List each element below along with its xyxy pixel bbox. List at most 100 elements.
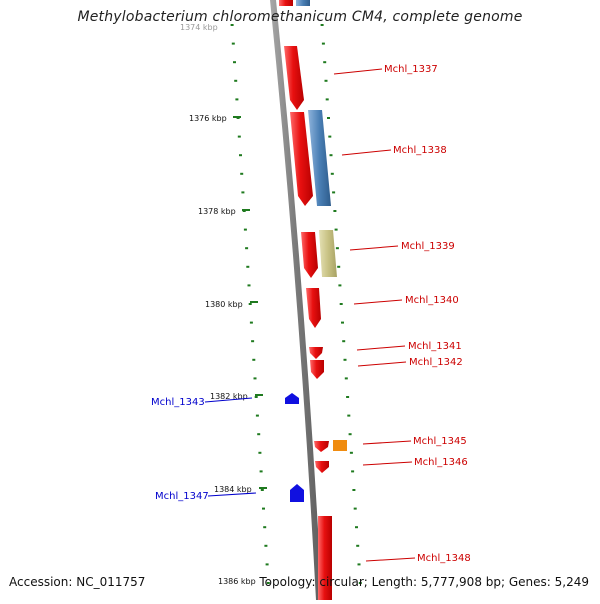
inner-tick-mark xyxy=(248,303,252,305)
scale-label-1382: 1382 kbp xyxy=(210,392,248,401)
gene-label-mchl-1342[interactable]: Mchl_1342 xyxy=(409,357,463,368)
gene-feature-khaki xyxy=(319,230,337,277)
scale-label-1386: 1386 kbp xyxy=(218,577,256,586)
outer-tick-mark xyxy=(332,191,336,194)
genome-stats-text: Topology: circular; Length: 5,777,908 bp… xyxy=(259,575,589,589)
gene-label-mchl-1345[interactable]: Mchl_1345 xyxy=(413,436,467,447)
inner-tick-mark xyxy=(254,396,258,398)
inner-tick-mark xyxy=(258,451,262,454)
gene-arrow-mchl-1340[interactable] xyxy=(306,288,321,328)
inner-tick-mark xyxy=(252,358,256,361)
gene-arrow-mchl-1346[interactable] xyxy=(315,461,329,473)
inner-tick-mark xyxy=(245,247,249,250)
outer-tick-mark xyxy=(335,247,339,250)
outer-tick-mark xyxy=(356,544,360,547)
outer-tick-mark xyxy=(321,42,325,45)
outer-tick-mark xyxy=(343,358,347,361)
gene-arrow-mchl-1345[interactable] xyxy=(314,441,329,452)
outer-tick-mark xyxy=(330,172,334,175)
gene-label-mchl-1348[interactable]: Mchl_1348 xyxy=(417,553,471,564)
outer-tick-mark xyxy=(351,470,355,473)
gene-label-mchl-1343[interactable]: Mchl_1343 xyxy=(151,397,205,408)
scale-labels: 1374 kbp 1376 kbp 1378 kbp 1380 kbp 1382… xyxy=(180,23,256,586)
gene-feature-blue xyxy=(308,110,331,206)
outer-tick-mark xyxy=(334,228,338,231)
scale-label-1376: 1376 kbp xyxy=(189,114,227,123)
inner-tick-mark xyxy=(253,377,257,380)
inner-tick-mark xyxy=(257,433,261,436)
outer-tick-mark xyxy=(353,507,357,510)
inner-tick-mark xyxy=(265,563,269,566)
inner-tick-mark xyxy=(255,414,259,417)
inner-tick-mark xyxy=(230,24,234,26)
outer-tick-track xyxy=(320,24,362,584)
gene-arrow-mchl-1337[interactable] xyxy=(284,46,304,110)
inner-tick-mark xyxy=(239,154,242,157)
gene-arrow-mchl-1341[interactable] xyxy=(309,347,323,359)
outer-tick-mark xyxy=(349,451,353,454)
outer-tick-mark xyxy=(324,79,328,82)
gene-label-mchl-1346[interactable]: Mchl_1346 xyxy=(414,457,468,468)
gene-feature-top-blue xyxy=(296,0,310,6)
gene-arrow-mchl-1343[interactable] xyxy=(285,393,299,404)
inner-tick-mark xyxy=(233,61,236,64)
gene-label-mchl-1340[interactable]: Mchl_1340 xyxy=(405,295,459,306)
accession-text: Accession: NC_011757 xyxy=(9,575,146,589)
outer-tick-mark xyxy=(338,284,342,287)
gene-leader-lines xyxy=(204,68,416,562)
inner-tick-mark xyxy=(240,172,244,175)
gene-arrow-mchl-1348[interactable] xyxy=(318,516,332,600)
inner-tick-mark xyxy=(251,340,255,343)
outer-tick-mark xyxy=(333,210,337,212)
inner-tick-mark xyxy=(259,470,263,473)
inner-tick-mark xyxy=(264,544,268,547)
outer-tick-mark xyxy=(357,563,361,566)
inner-tick-track xyxy=(230,24,270,584)
outer-tick-mark xyxy=(352,489,356,491)
outer-tick-mark xyxy=(329,154,333,157)
outer-tick-mark xyxy=(320,24,324,26)
outer-tick-mark xyxy=(348,433,352,436)
inner-tick-mark xyxy=(231,42,235,45)
outer-tick-mark xyxy=(358,582,362,584)
outer-tick-mark xyxy=(325,98,329,101)
scale-label-1384: 1384 kbp xyxy=(214,485,252,494)
scale-label-1380: 1380 kbp xyxy=(205,300,243,309)
gene-arrow-mchl-1338[interactable] xyxy=(290,112,313,206)
gene-label-mchl-1339[interactable]: Mchl_1339 xyxy=(401,241,455,252)
gene-label-mchl-1338[interactable]: Mchl_1338 xyxy=(393,145,447,156)
outer-tick-mark xyxy=(327,117,330,119)
gene-label-mchl-1341[interactable]: Mchl_1341 xyxy=(408,341,462,352)
outer-tick-mark xyxy=(337,265,341,268)
outer-tick-mark xyxy=(339,303,343,305)
inner-tick-mark xyxy=(246,265,250,268)
outer-tick-mark xyxy=(328,135,332,138)
inner-tick-mark xyxy=(263,526,267,529)
gene-arrow-mchl-1342[interactable] xyxy=(310,360,324,379)
inner-tick-mark xyxy=(241,191,245,194)
outer-tick-mark xyxy=(342,340,346,343)
inner-tick-mark xyxy=(260,489,264,491)
inner-tick-mark xyxy=(247,284,251,287)
gene-labels: Mchl_1337 Mchl_1338 Mchl_1339 Mchl_1340 … xyxy=(151,64,471,564)
gene-label-mchl-1337[interactable]: Mchl_1337 xyxy=(384,64,438,75)
genome-backbone xyxy=(270,0,322,600)
inner-tick-mark xyxy=(262,507,265,510)
outer-tick-mark xyxy=(323,61,327,64)
scale-ticks xyxy=(233,116,267,489)
scale-label-1378: 1378 kbp xyxy=(198,207,236,216)
outer-tick-mark xyxy=(344,377,348,380)
inner-tick-mark xyxy=(249,321,253,324)
gene-feature-top-red xyxy=(279,0,293,6)
outer-tick-mark xyxy=(341,321,344,324)
gene-arrow-mchl-1339[interactable] xyxy=(301,232,318,278)
gene-label-mchl-1347[interactable]: Mchl_1347 xyxy=(155,491,209,502)
gene-arrow-mchl-1347[interactable] xyxy=(290,484,304,502)
outer-tick-mark xyxy=(346,396,350,398)
scale-label-1374: 1374 kbp xyxy=(180,23,218,32)
inner-tick-mark xyxy=(237,135,241,138)
outer-tick-mark xyxy=(355,526,358,529)
inner-tick-mark xyxy=(235,98,239,101)
